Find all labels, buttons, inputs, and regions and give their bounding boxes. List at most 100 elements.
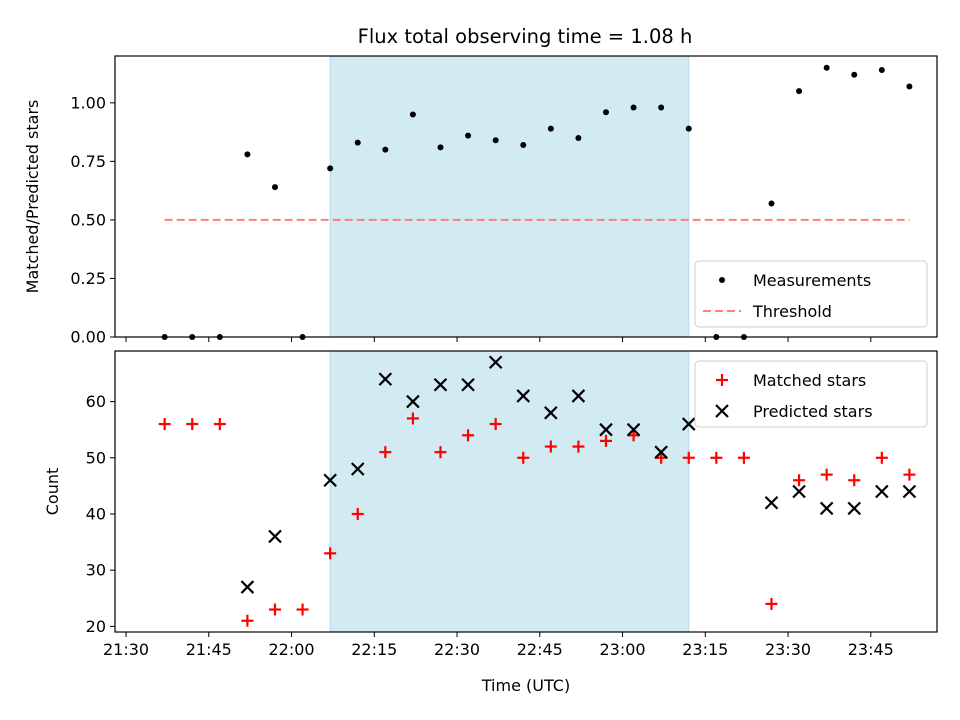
bottom-series1-point-13: [626, 422, 641, 437]
bottom-ytick-label-0: 20: [86, 617, 106, 636]
top-series0-point-6: [327, 165, 334, 172]
bottom-series1-point-5: [406, 394, 420, 409]
top-legend-label-0: Measurements: [753, 271, 871, 290]
top-ytick-label-1: 0.25: [70, 269, 106, 288]
bottom-series0-point-16: [599, 434, 612, 447]
bottom-series1-point-19-b: [847, 501, 862, 516]
top-series0-point-9: [409, 111, 416, 118]
xtick-label-2: 22:00: [268, 640, 314, 659]
top-panel: 0.00 0.25 0.50 0.75 1.00 Matched/Predicted st…: [23, 55, 938, 347]
bottom-series1-point-11-b: [571, 389, 586, 403]
bottom-series1-point-2-b: [323, 473, 337, 488]
bottom-series1-point-6-b: [433, 377, 448, 392]
top-series0-point-4: [271, 184, 278, 191]
bottom-series1-point-16: [764, 495, 779, 510]
bottom-series1-point-8: [488, 355, 503, 370]
bottom-series1-point-6: [433, 377, 448, 392]
top-series0-point-22: [768, 200, 775, 207]
bottom-series1-point-9: [516, 389, 531, 403]
top-series0-point-24: [823, 64, 830, 71]
bottom-series1-point-5-b: [406, 394, 420, 409]
bottom-series1-point-21-b: [902, 484, 917, 499]
bottom-panel: 21:30 21:45 22:00 22:15 22:30 22:45 23:00 23:15…: [43, 350, 938, 695]
bottom-series1-point-1-b: [268, 529, 282, 544]
xtick-label-4: 22:30: [434, 640, 480, 659]
bottom-series0-point-27: [903, 468, 916, 481]
top-axes-frame: [114, 55, 938, 338]
top-legend: Measurements Threshold: [694, 260, 928, 328]
top-series0-point-23: [796, 88, 803, 95]
top-shaded-span: [329, 55, 690, 338]
top-series0-point-8: [382, 146, 389, 153]
bottom-series1-point-20: [875, 484, 889, 499]
top-series0-point-18: [658, 104, 665, 111]
bottom-series0-point-3: [241, 614, 254, 627]
bottom-series1-point-18-b: [819, 501, 834, 516]
top-series0-point-16: [602, 109, 609, 116]
bottom-ytick-label-3: 50: [86, 448, 106, 467]
bottom-legend-marker-1-b: [715, 404, 729, 418]
bottom-series0-point-12: [489, 418, 502, 431]
bottom-series0-point-1: [186, 418, 199, 431]
top-series0-point-7: [354, 139, 361, 146]
bottom-series1-point-0-b: [240, 580, 255, 594]
bottom-series1-point-19: [847, 501, 862, 516]
bottom-series1-point-4: [378, 372, 393, 386]
bottom-series1-point-10-b: [544, 406, 558, 420]
top-series0-point-3: [244, 151, 251, 158]
top-series0-point-27: [906, 83, 913, 90]
bottom-series0-point-21: [737, 451, 750, 464]
bottom-series1-point-11: [571, 389, 586, 403]
xtick-label-8: 23:30: [765, 640, 811, 659]
top-series0-point-17: [630, 104, 637, 111]
bottom-series1-point-21: [902, 484, 917, 499]
bottom-ytick-label-1: 30: [86, 561, 106, 580]
top-ytick-label-4: 1.00: [70, 93, 106, 112]
chart-title: Flux total observing time = 1.08 h: [358, 25, 693, 48]
bottom-series0-point-26: [875, 451, 888, 464]
bottom-series0-point-4: [268, 603, 281, 616]
top-series0-point-12: [492, 137, 499, 144]
bottom-series1-point-3: [350, 462, 365, 476]
xtick-label-0: 21:30: [103, 640, 149, 659]
bottom-series1-point-0: [240, 580, 255, 594]
bottom-series0-point-23: [793, 474, 806, 487]
bottom-series1-point-15: [681, 417, 696, 431]
bottom-series0-point-7: [351, 507, 364, 520]
top-series0-point-26: [878, 67, 885, 74]
bottom-legend-box: [694, 360, 928, 428]
bottom-legend-marker-0: [716, 374, 728, 386]
bottom-series1-point-14: [654, 445, 668, 459]
top-series0-point-14: [547, 125, 554, 132]
bottom-series1-point-14-b: [654, 445, 668, 459]
bottom-legend-label-1: Predicted stars: [753, 402, 873, 421]
bottom-series1-point-4-b: [378, 372, 393, 386]
bottom-legend-label-0: Matched stars: [753, 371, 866, 390]
bottom-series1-point-20-b: [875, 484, 889, 499]
bottom-series0-point-10: [434, 446, 447, 459]
bottom-series1-point-7: [461, 377, 475, 392]
bottom-ytick-label-2: 40: [86, 504, 106, 523]
bottom-series1-point-18: [819, 501, 834, 516]
bottom-series0-point-14: [544, 440, 557, 453]
bottom-series0-point-20: [710, 451, 723, 464]
bottom-series1-point-3-b: [350, 462, 365, 476]
xtick-label-1: 21:45: [186, 640, 232, 659]
xtick-label-6: 23:00: [599, 640, 645, 659]
xtick-label-3: 22:15: [351, 640, 397, 659]
bottom-series0-point-18: [655, 451, 668, 464]
bottom-series1-point-15-b: [681, 417, 696, 431]
bottom-series0-point-22: [765, 597, 778, 610]
bottom-series0-point-9: [406, 412, 419, 425]
bottom-series0-point-11: [462, 429, 475, 442]
xtick-label-5: 22:45: [517, 640, 563, 659]
top-legend-box: [694, 260, 928, 328]
bottom-ytick-label-4: 60: [86, 392, 106, 411]
x-axis-label: Time (UTC): [481, 676, 570, 695]
bottom-series0-point-25: [848, 474, 861, 487]
top-series0-point-11: [465, 132, 472, 139]
bottom-series1-point-12-b: [599, 422, 613, 437]
bottom-series1-point-9-b: [516, 389, 531, 403]
top-y-axis-label: Matched/Predicted stars: [23, 100, 42, 294]
